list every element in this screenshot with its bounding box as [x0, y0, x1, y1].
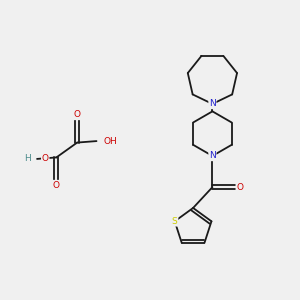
Text: O: O: [237, 183, 244, 192]
Text: O: O: [74, 110, 81, 119]
Text: O: O: [42, 154, 49, 164]
Text: O: O: [53, 181, 60, 190]
Text: N: N: [209, 99, 216, 108]
Text: S: S: [172, 217, 178, 226]
Text: H: H: [24, 154, 31, 164]
Text: OH: OH: [103, 136, 117, 146]
Text: N: N: [209, 152, 216, 160]
